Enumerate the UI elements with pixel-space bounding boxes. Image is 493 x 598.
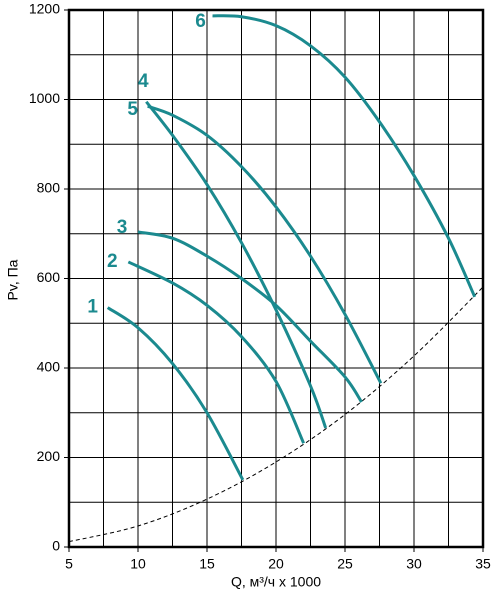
y-tick-label: 0: [52, 538, 60, 554]
x-axis-label: Q, м³/ч x 1000: [231, 574, 321, 590]
x-tick-label: 25: [337, 556, 353, 572]
y-tick-label: 800: [37, 180, 61, 196]
y-tick-label: 1000: [29, 90, 60, 106]
x-tick-label: 15: [199, 556, 215, 572]
y-axis-label: Pv, Па: [5, 259, 21, 300]
curve-label: 5: [127, 99, 138, 120]
fan-curve: [106, 306, 245, 481]
curve-label: 4: [138, 71, 149, 92]
y-tick-label: 200: [37, 448, 61, 464]
x-tick-label: 35: [475, 556, 491, 572]
y-tick-label: 600: [37, 269, 61, 285]
fan-curve: [127, 260, 305, 444]
plot-frame: [67, 8, 485, 549]
x-tick-label: 20: [268, 556, 284, 572]
x-tick-label: 10: [130, 556, 146, 572]
y-tick-label: 1200: [29, 1, 60, 17]
fan-curve: [137, 230, 363, 403]
fan-curve: [145, 100, 328, 429]
curve-label: 3: [117, 217, 128, 238]
curve-label: 6: [195, 11, 206, 32]
y-tick-label: 400: [37, 359, 61, 375]
system-curve: [68, 286, 484, 543]
x-tick-label: 30: [406, 556, 422, 572]
curve-label: 2: [107, 251, 118, 272]
x-tick-label: 5: [65, 556, 73, 572]
fan-curve: [212, 14, 477, 298]
fan-curve: [147, 104, 383, 384]
curve-label: 1: [87, 297, 98, 318]
